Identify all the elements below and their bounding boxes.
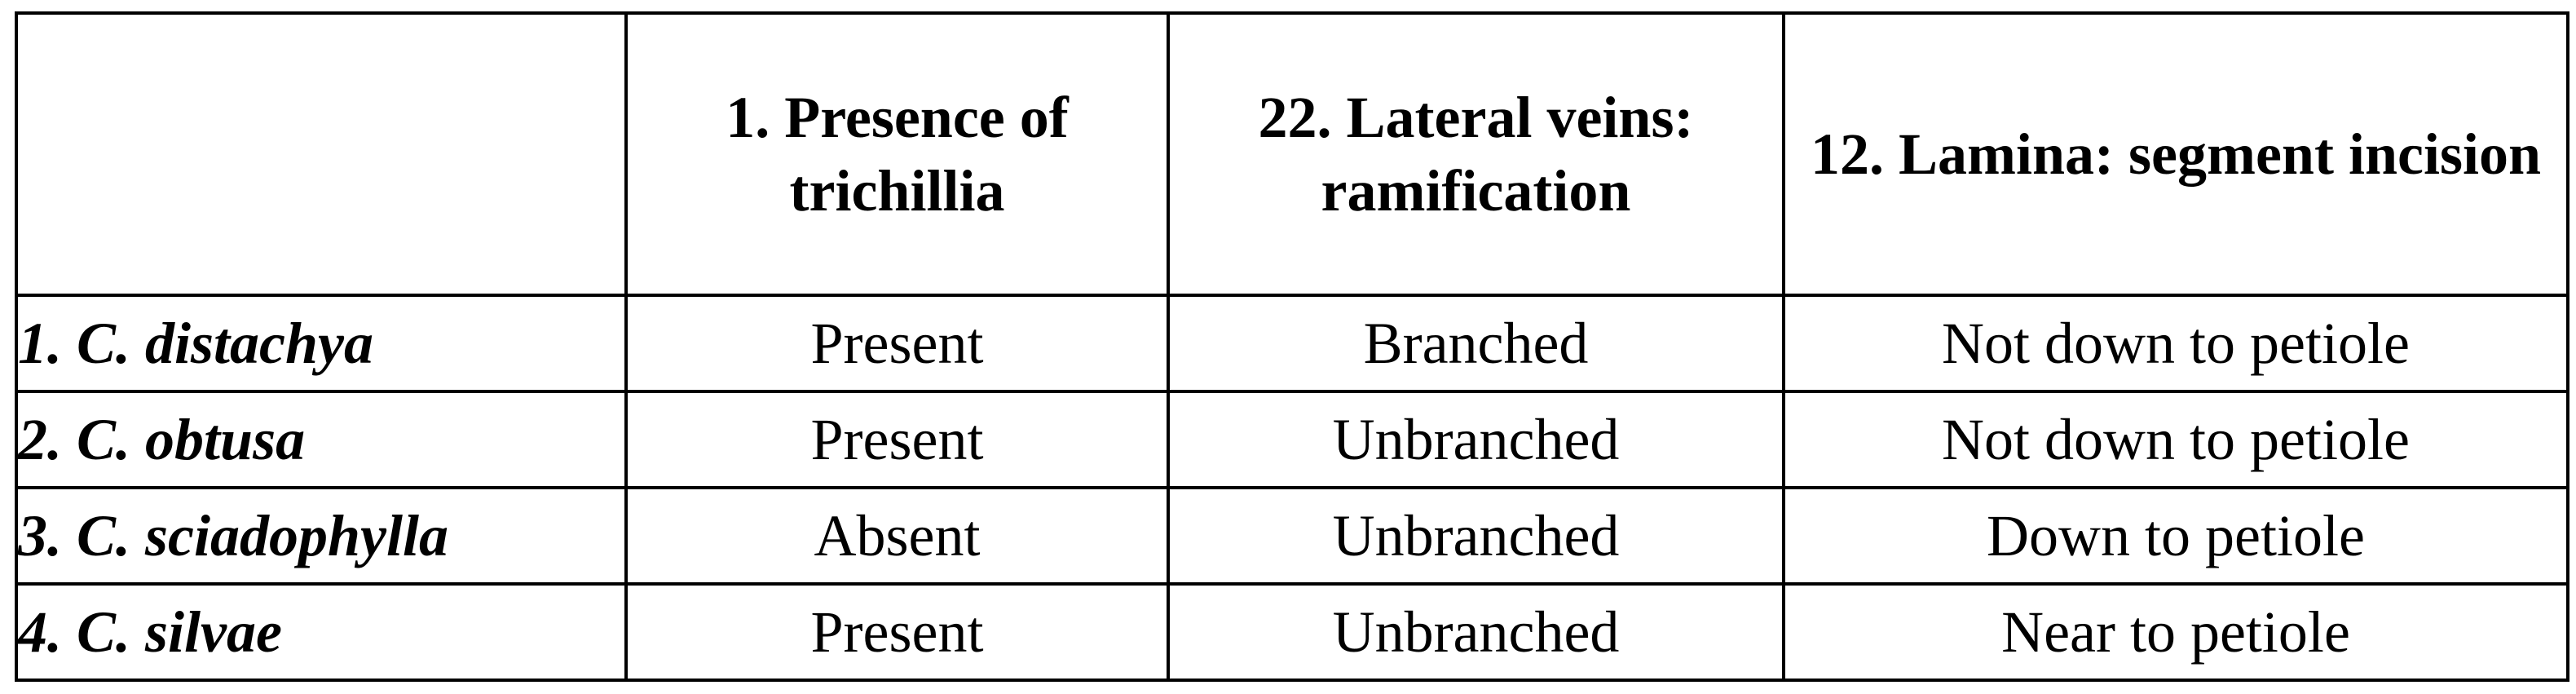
- trichillia-cell: Present: [624, 582, 1170, 682]
- species-cell: 3. C. sciadophylla: [15, 486, 628, 586]
- header-cell-corner: [15, 11, 628, 297]
- ramification-cell: Branched: [1167, 294, 1785, 393]
- header-cell-lateral-veins: 22. Lateral veins: ramification: [1167, 11, 1785, 297]
- header-row: 1. Presence of trichillia 22. Lateral ve…: [15, 11, 2569, 297]
- species-cell: 4. C. silvae: [15, 582, 628, 682]
- species-cell: 2. C. obtusa: [15, 390, 628, 489]
- table-row: 3. C. sciadophylla Absent Unbranched Dow…: [15, 486, 2569, 586]
- character-table: 1. Presence of trichillia 22. Lateral ve…: [15, 11, 2569, 682]
- incision-cell: Not down to petiole: [1782, 294, 2569, 393]
- incision-cell: Not down to petiole: [1782, 390, 2569, 489]
- ramification-cell: Unbranched: [1167, 486, 1785, 586]
- header-cell-lamina: 12. Lamina: segment incision: [1782, 11, 2569, 297]
- ramification-cell: Unbranched: [1167, 390, 1785, 489]
- table-row: 2. C. obtusa Present Unbranched Not down…: [15, 390, 2569, 489]
- header-cell-trichillia: 1. Presence of trichillia: [624, 11, 1170, 297]
- trichillia-cell: Present: [624, 294, 1170, 393]
- table-row: 4. C. silvae Present Unbranched Near to …: [15, 582, 2569, 682]
- table-row: 1. C. distachya Present Branched Not dow…: [15, 294, 2569, 393]
- ramification-cell: Unbranched: [1167, 582, 1785, 682]
- incision-cell: Down to petiole: [1782, 486, 2569, 586]
- incision-cell: Near to petiole: [1782, 582, 2569, 682]
- trichillia-cell: Present: [624, 390, 1170, 489]
- species-cell: 1. C. distachya: [15, 294, 628, 393]
- trichillia-cell: Absent: [624, 486, 1170, 586]
